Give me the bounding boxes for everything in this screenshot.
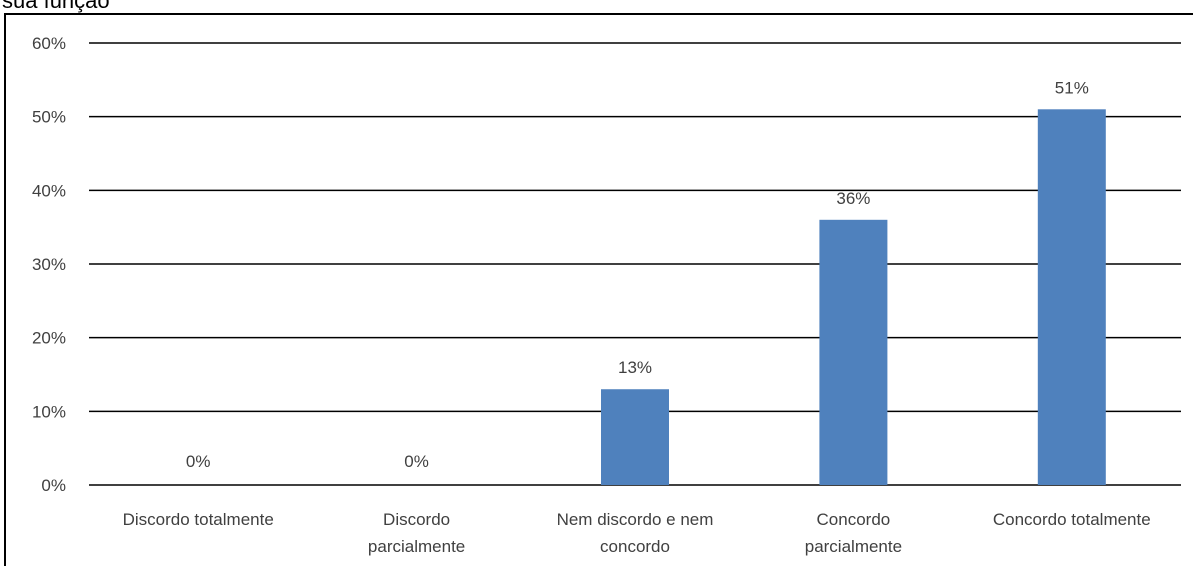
x-tick-label-line: concordo xyxy=(600,537,670,556)
data-label: 51% xyxy=(1055,78,1089,97)
y-tick-label: 30% xyxy=(32,255,66,274)
x-tick-label: Nem discordo e nem concordo xyxy=(557,510,714,556)
x-tick-label-line: Discordo totalmente xyxy=(123,510,274,529)
x-tick-label: Concordo parcialmente xyxy=(805,510,902,556)
y-tick-label: 60% xyxy=(32,34,66,53)
y-tick-label: 10% xyxy=(32,402,66,421)
x-tick-label-line: Concordo totalmente xyxy=(993,510,1151,529)
x-tick-label: Concordo totalmente xyxy=(993,510,1151,529)
x-tick-label-line: parcialmente xyxy=(368,537,465,556)
y-tick-label: 0% xyxy=(41,476,66,495)
x-tick-label: Discordo parcialmente xyxy=(368,510,465,556)
chart-frame xyxy=(4,13,1193,566)
data-label: 13% xyxy=(618,358,652,377)
bar xyxy=(819,219,888,486)
x-tick-label-line: Nem discordo e nem xyxy=(557,510,714,529)
y-tick-label: 20% xyxy=(32,329,66,348)
x-tick-label-line: parcialmente xyxy=(805,537,902,556)
x-tick-label-line: Concordo xyxy=(817,510,891,529)
data-label: 0% xyxy=(186,452,211,471)
data-label: 0% xyxy=(404,452,429,471)
y-tick-label: 40% xyxy=(32,181,66,200)
data-label: 36% xyxy=(836,189,870,208)
y-tick-label: 50% xyxy=(32,108,66,127)
x-tick-label-line: Discordo xyxy=(383,510,450,529)
bar xyxy=(601,389,669,485)
x-tick-label: Discordo totalmente xyxy=(123,510,274,529)
bar xyxy=(1037,109,1106,486)
chart-caption: sua função xyxy=(2,0,110,13)
